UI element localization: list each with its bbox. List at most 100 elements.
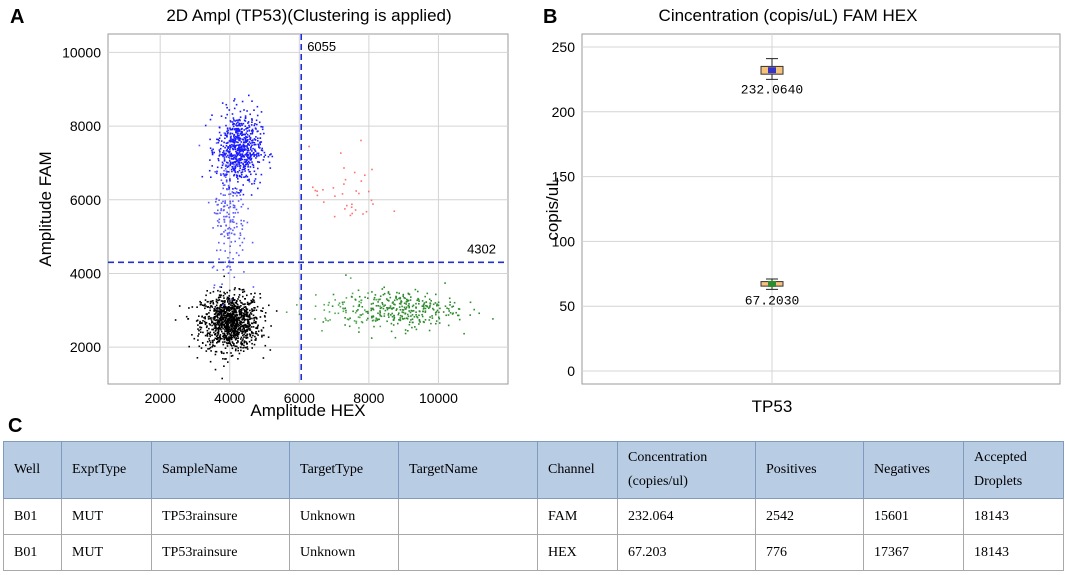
droplet-point [252,298,254,301]
droplet-point [393,303,395,305]
droplet-point [224,132,227,135]
droplet-point [402,309,405,311]
droplet-point [408,323,411,326]
droplet-point [218,137,221,139]
cluster-FAM-positive-trail [198,132,255,306]
droplet-point [226,128,229,130]
header-text: Accepted [974,450,1027,465]
droplet-point [221,316,223,319]
droplet-point [220,115,223,117]
droplet-point [233,309,235,311]
droplet-point [238,124,240,127]
droplet-point [435,320,438,322]
droplet-point [346,204,348,207]
droplet-point [360,314,363,316]
droplet-point [250,299,252,302]
droplet-point [249,309,251,312]
droplet-point [199,300,201,303]
droplet-point [253,182,256,185]
droplet-point [210,319,213,321]
droplet-point [225,170,228,172]
droplet-point [382,305,385,307]
droplet-point [222,343,225,346]
droplet-point [231,310,233,313]
droplet-point [216,314,219,317]
droplet-point [263,334,265,337]
droplet-point [246,133,249,136]
droplet-point [236,226,238,228]
droplet-point [404,332,407,335]
droplet-point [407,315,410,318]
droplet-point [447,314,450,316]
droplet-point [263,315,266,317]
droplet-point [222,341,224,343]
droplet-point [372,319,375,322]
droplet-point [407,330,409,332]
droplet-point [217,327,219,330]
droplet-point [225,145,228,147]
droplet-point [351,292,354,295]
droplet-point [362,213,364,215]
droplet-point [370,309,372,312]
droplet-point [222,155,224,158]
droplet-point [237,165,239,167]
droplet-point [218,322,221,324]
droplet-point [245,315,248,318]
droplet-point [235,322,238,325]
droplet-point [229,200,232,203]
droplet-point [248,325,250,328]
droplet-point [220,154,223,156]
droplet-point [223,323,225,326]
droplet-point [252,334,254,337]
droplet-point [204,303,206,306]
droplet-point [236,152,239,154]
droplet-point [352,310,354,313]
droplet-point [392,301,394,303]
droplet-point [209,159,211,161]
droplet-point [231,113,234,115]
droplet-point [234,161,236,163]
droplet-point [388,316,390,318]
droplet-point [228,302,230,305]
droplet-point [249,334,252,336]
droplet-point [201,175,204,178]
droplet-point [455,311,457,314]
droplet-point [422,308,425,310]
droplet-point [210,350,212,352]
box-hex: 67.2030 [745,278,799,308]
droplet-point [399,319,402,322]
droplet-point [223,231,225,233]
droplet-point [434,311,437,314]
droplet-point [404,308,406,310]
droplet-point [236,176,238,178]
y-tick-label: 200 [552,104,576,120]
droplet-point [220,350,223,353]
table-cell: 2542 [755,498,864,535]
droplet-point [214,353,217,356]
droplet-point [227,129,229,132]
droplet-point [236,300,238,302]
table-cell: 18143 [963,534,1064,571]
droplet-point [219,317,221,320]
droplet-point [428,307,430,309]
droplet-point [380,315,383,318]
droplet-point [229,155,231,157]
droplet-point [399,309,402,311]
droplet-point [260,111,263,113]
droplet-point [227,165,230,168]
droplet-point [208,315,211,318]
droplet-point [233,336,236,339]
droplet-point [232,158,234,160]
droplet-point [255,327,258,329]
droplet-point [324,317,327,320]
droplet-point [229,221,232,223]
droplet-point [247,160,250,163]
droplet-point [218,337,221,339]
droplet-point [448,297,451,300]
droplet-point [226,135,228,137]
droplet-point [234,287,236,289]
droplet-point [233,164,235,166]
droplet-point [253,155,255,158]
droplet-point [239,313,242,316]
droplet-point [244,120,247,122]
